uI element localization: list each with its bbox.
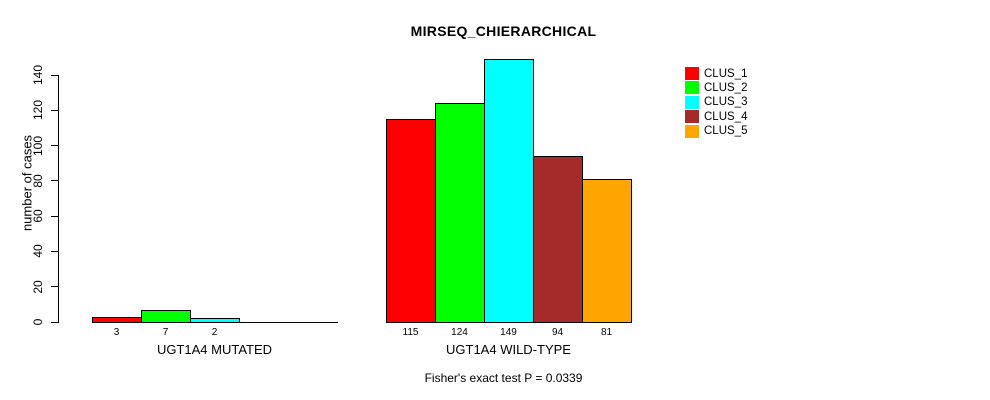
bar-value-label: 149 [500, 327, 517, 338]
fisher-test-annotation: Fisher's exact test P = 0.0339 [424, 371, 583, 385]
chart-title: MIRSEQ_CHIERARCHICAL [410, 23, 597, 39]
y-axis-tick [51, 109, 58, 111]
bar-clus_3-group2 [484, 59, 534, 323]
y-axis-tick-label: 20 [31, 280, 45, 294]
legend-swatch-clus_5 [685, 124, 699, 138]
y-axis-line [58, 75, 59, 323]
bar-value-label: 2 [211, 327, 218, 338]
y-axis-tick [51, 321, 58, 323]
bar-value-label: 115 [402, 327, 419, 338]
legend-swatch-clus_2 [685, 81, 699, 95]
legend-item-clus_5: CLUS_5 [685, 124, 748, 138]
y-axis-tick-label: 100 [31, 135, 45, 156]
y-axis-tick-label: 40 [31, 244, 45, 259]
legend-label: CLUS_2 [704, 81, 748, 94]
legend-item-clus_2: CLUS_2 [685, 81, 748, 95]
legend-label: CLUS_5 [704, 125, 748, 138]
y-axis-tick [51, 74, 58, 76]
legend-swatch-clus_4 [685, 110, 699, 124]
y-axis-tick-label: 120 [31, 100, 45, 121]
bar-value-label: 124 [451, 327, 468, 338]
y-axis-tick-label: 60 [31, 209, 45, 223]
bar-clus_2-group1 [141, 310, 191, 323]
legend-item-clus_4: CLUS_4 [685, 110, 748, 124]
y-axis-tick [51, 145, 58, 147]
legend-item-clus_1: CLUS_1 [685, 67, 747, 80]
bar-value-label: 7 [162, 327, 169, 338]
y-axis-tick-label: 140 [31, 64, 45, 86]
legend-label: CLUS_3 [704, 96, 748, 109]
bar-clus_5-group2 [582, 179, 632, 323]
y-axis-tick [51, 180, 58, 182]
bar-clus_1-group2 [386, 119, 436, 323]
bar-value-label: 81 [600, 327, 613, 338]
legend-label: CLUS_1 [704, 67, 748, 80]
bar-clus_4-group2 [533, 156, 583, 323]
bar-clus_3-group1 [190, 318, 240, 323]
y-axis-tick-label: 80 [31, 174, 45, 188]
bar-clus_1-group1 [92, 317, 142, 323]
group-axis-label: UGT1A4 MUTATED [156, 342, 273, 357]
bar-value-label: 94 [551, 327, 564, 338]
y-axis-tick [51, 250, 58, 252]
y-axis-tick [51, 286, 58, 288]
legend-swatch-clus_1 [685, 67, 699, 80]
legend-label: CLUS_4 [704, 110, 748, 123]
y-axis-tick-label: 0 [31, 318, 45, 326]
y-axis-tick [51, 215, 58, 217]
bar-clus_2-group2 [435, 103, 485, 323]
group-axis-label: UGT1A4 WILD-TYPE [446, 342, 571, 357]
legend-item-clus_3: CLUS_3 [685, 95, 748, 109]
bar-value-label: 3 [113, 327, 120, 338]
legend-swatch-clus_3 [685, 95, 699, 109]
